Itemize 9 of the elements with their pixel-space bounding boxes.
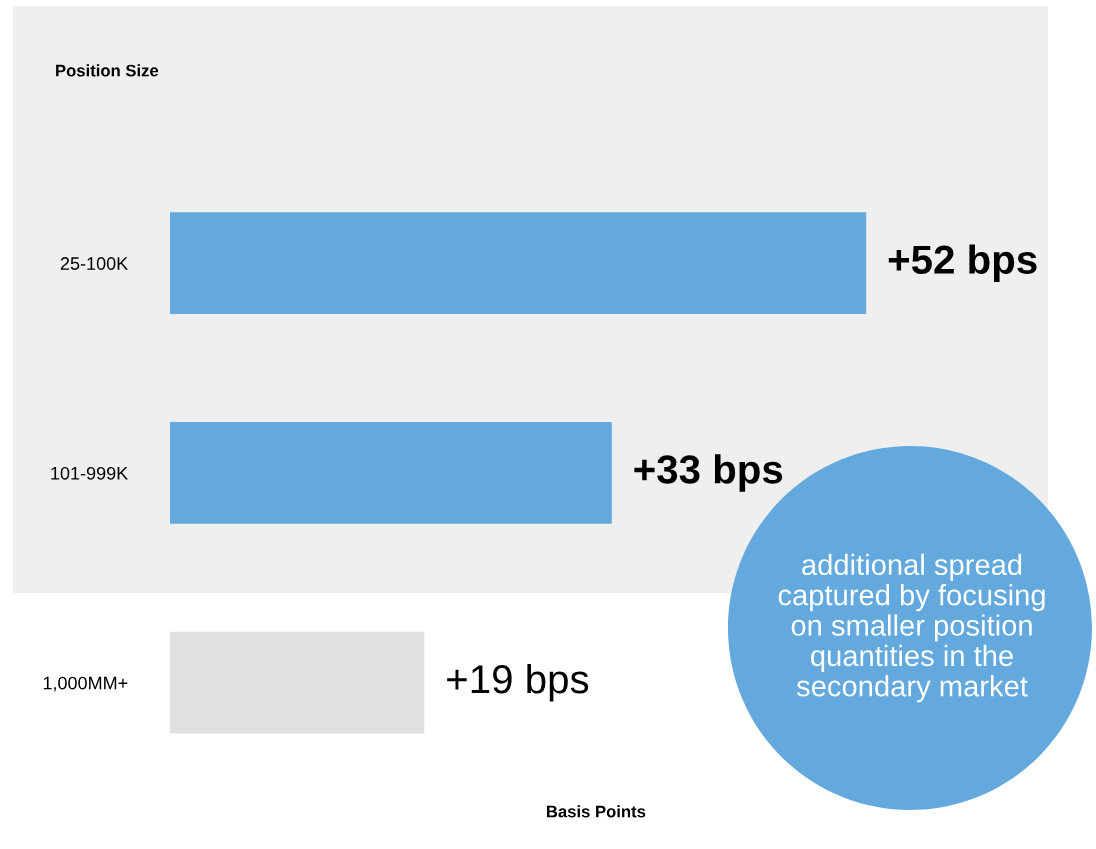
y-tick-label: 1,000MM+ [43, 676, 128, 692]
y-tick-label: 101-999K [51, 466, 129, 480]
y-axis-title: Position Size [56, 64, 159, 77]
data-label: +52 bps [888, 244, 1037, 282]
data-label: +19 bps [447, 663, 589, 702]
annotation: additional spread captured by focusing on smaller position quantities in the secondary market [778, 553, 1045, 703]
data-label: +33 bps [634, 454, 783, 492]
x-axis-title: Basis Points [547, 805, 646, 818]
y-tick-label: 25-100K [60, 257, 129, 270]
